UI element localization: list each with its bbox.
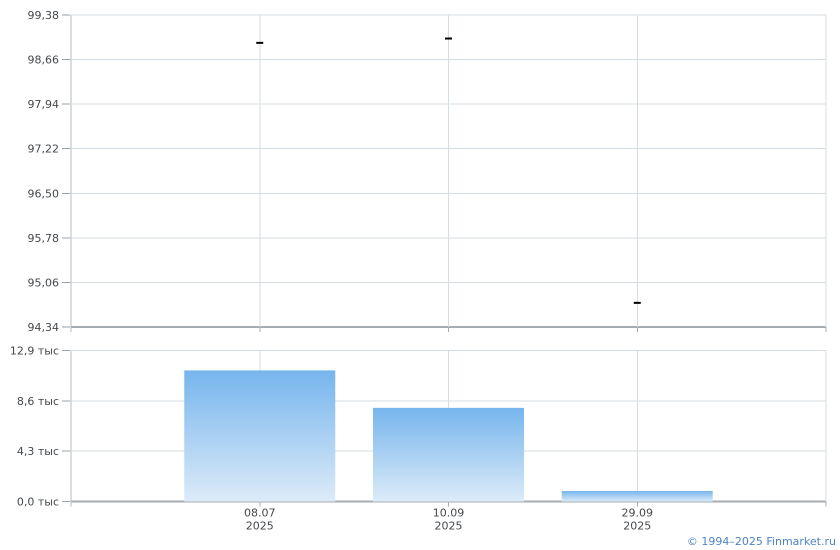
volume-bar (373, 407, 524, 502)
y-tick-label: 12,9 тыс (10, 345, 59, 358)
y-tick-label: 97,22 (28, 143, 60, 156)
x-date-label: 29.09 (622, 507, 654, 520)
y-tick-label: 98,66 (28, 54, 60, 67)
volume-bar (184, 370, 336, 502)
labels-layer: 99,38 98,66 97,94 97,22 96,50 95,78 95,06 94,34… (10, 9, 653, 533)
x-year-label: 2025 (623, 520, 651, 533)
x-date-label: 08.07 (244, 507, 276, 520)
x-date-label: 10.09 (433, 507, 465, 520)
finmarket-copyright-link[interactable]: © 1994–2025 Finmarket.ru (686, 535, 836, 548)
y-tick-label: 96,50 (28, 187, 60, 200)
x-year-label: 2025 (435, 520, 463, 533)
price-dash-marker (256, 41, 264, 44)
x-year-label: 2025 (246, 520, 274, 533)
price-dash-marker (445, 37, 452, 40)
y-tick-label: 94,34 (28, 321, 60, 334)
y-tick-label: 95,78 (28, 232, 60, 245)
y-tick-label: 0,0 тыс (17, 496, 59, 509)
y-tick-label: 95,06 (28, 276, 60, 289)
y-tick-label: 99,38 (28, 9, 60, 22)
volume-bar (561, 490, 713, 502)
y-tick-label: 97,94 (28, 98, 60, 111)
y-tick-label: 8,6 тыс (17, 395, 59, 408)
y-tick-label: 4,3 тыс (17, 445, 59, 458)
price-dash-marker (633, 301, 641, 304)
series-layer (184, 37, 713, 502)
